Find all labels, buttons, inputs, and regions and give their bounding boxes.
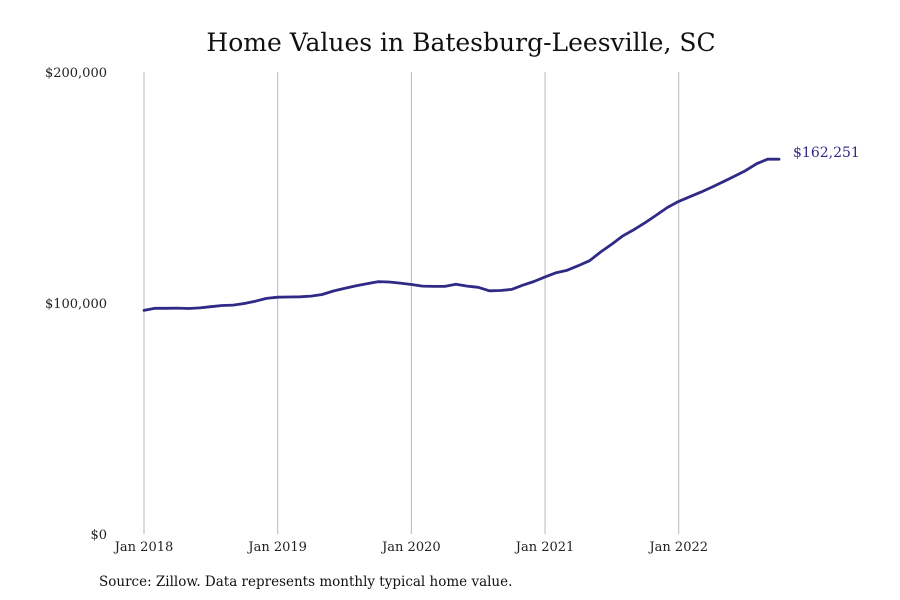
source-note: Source: Zillow. Data represents monthly … <box>99 574 512 590</box>
x-tick-label: Jan 2018 <box>113 540 174 555</box>
y-tick-label: $100,000 <box>45 297 107 312</box>
y-tick-label: $200,000 <box>45 66 107 81</box>
series-layer: $162,251 <box>142 145 860 312</box>
y-axis-tick-labels: $0 $100,000 $200,000 <box>45 66 107 543</box>
x-tick-label: Jan 2022 <box>647 540 708 555</box>
series-line <box>142 157 781 312</box>
x-tick-label: Jan 2020 <box>380 540 441 555</box>
x-tick-label: Jan 2019 <box>246 540 307 555</box>
chart-title: Home Values in Batesburg-Leesville, SC <box>206 28 715 57</box>
y-tick-label: $0 <box>90 528 107 543</box>
x-axis-tick-labels: Jan 2018 Jan 2019 Jan 2020 Jan 2021 Jan 2022 <box>113 540 708 555</box>
gridlines <box>143 72 680 534</box>
end-value-label: $162,251 <box>793 145 860 161</box>
x-tick-label: Jan 2021 <box>514 540 575 555</box>
